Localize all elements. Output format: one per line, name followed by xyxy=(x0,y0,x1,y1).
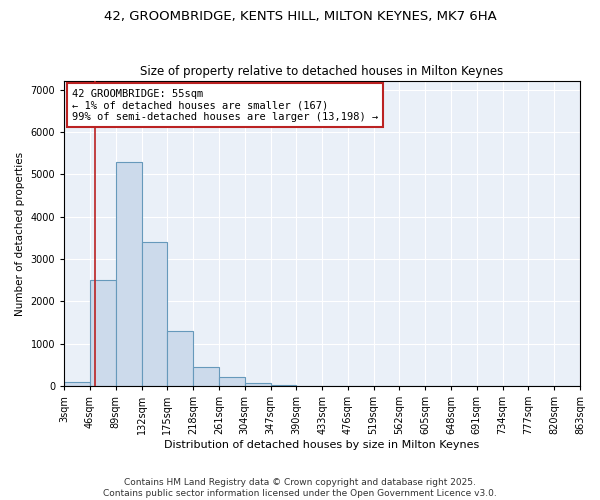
Bar xyxy=(64,382,90,386)
Bar xyxy=(142,242,167,386)
Bar xyxy=(167,331,193,386)
Bar xyxy=(116,162,142,386)
Bar xyxy=(219,378,245,386)
X-axis label: Distribution of detached houses by size in Milton Keynes: Distribution of detached houses by size … xyxy=(164,440,480,450)
Bar xyxy=(245,382,271,386)
Y-axis label: Number of detached properties: Number of detached properties xyxy=(15,152,25,316)
Text: 42, GROOMBRIDGE, KENTS HILL, MILTON KEYNES, MK7 6HA: 42, GROOMBRIDGE, KENTS HILL, MILTON KEYN… xyxy=(104,10,496,23)
Bar xyxy=(193,367,219,386)
Title: Size of property relative to detached houses in Milton Keynes: Size of property relative to detached ho… xyxy=(140,66,504,78)
Bar xyxy=(271,385,296,386)
Text: Contains HM Land Registry data © Crown copyright and database right 2025.
Contai: Contains HM Land Registry data © Crown c… xyxy=(103,478,497,498)
Bar xyxy=(90,280,116,386)
Text: 42 GROOMBRIDGE: 55sqm
← 1% of detached houses are smaller (167)
99% of semi-deta: 42 GROOMBRIDGE: 55sqm ← 1% of detached h… xyxy=(72,88,378,122)
